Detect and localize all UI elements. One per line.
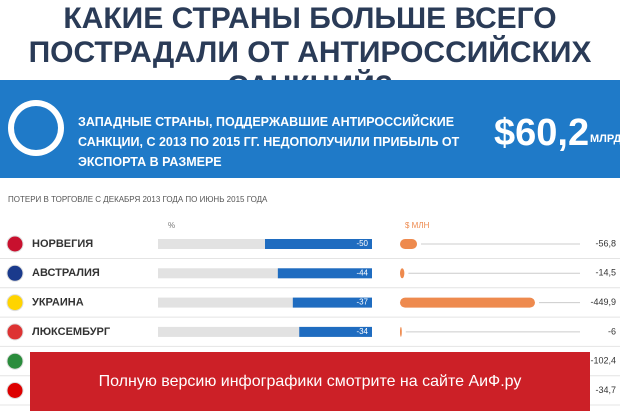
loss-label: -102,4 <box>590 356 616 366</box>
loss-label: -449,9 <box>590 297 616 307</box>
loss-bar <box>400 326 402 337</box>
banner-text: ЗАПАДНЫЕ СТРАНЫ, ПОДДЕРЖАВШИЕ АНТИРОССИЙ… <box>78 115 460 169</box>
track <box>158 297 372 308</box>
loss-bar <box>400 268 405 279</box>
loss-bar <box>400 239 418 249</box>
percent-label: -50 <box>356 239 368 248</box>
flag <box>6 264 24 282</box>
flag <box>6 382 24 399</box>
percent-label: -44 <box>356 268 368 277</box>
title: КАКИЕ СТРАНЫ БОЛЬШЕ ВСЕГО ПОСТРАДАЛИ ОТ … <box>28 2 592 103</box>
banner-amount: $60,2 <box>494 112 590 154</box>
loss-label: -14,5 <box>595 268 616 278</box>
percent-bar <box>299 326 372 337</box>
loss-label: -34,7 <box>595 385 616 395</box>
percent-bar <box>265 239 372 249</box>
flag <box>6 294 24 312</box>
loss-bar <box>400 297 535 308</box>
category-label: НОРВЕГИЯ <box>32 238 93 250</box>
flag <box>6 323 24 341</box>
track <box>158 268 372 279</box>
subtitle: ПОТЕРИ В ТОРГОВЛЕ С ДЕКАБРЯ 2013 ГОДА ПО… <box>8 195 268 204</box>
category-label: ЛЮКСЕМБУРГ <box>32 326 111 338</box>
globe-icon-inner <box>14 106 58 150</box>
category-label: УКРАИНА <box>32 297 84 309</box>
footer-banner[interactable]: Полную версию инфографики смотрите на са… <box>30 352 590 411</box>
track <box>158 326 372 337</box>
category-label: АВСТРАЛИЯ <box>32 267 100 279</box>
flag <box>6 235 24 253</box>
column-header: % <box>168 221 175 230</box>
loss-label: -6 <box>608 326 616 336</box>
percent-bar <box>277 268 372 279</box>
percent-label: -34 <box>356 327 368 336</box>
banner-unit: МЛРД <box>590 133 620 145</box>
percent-bar <box>292 297 372 308</box>
percent-label: -37 <box>356 298 368 307</box>
loss-label: -56,8 <box>595 238 616 248</box>
banner <box>0 80 620 178</box>
flag <box>6 352 24 370</box>
column-header: $ МЛН <box>405 221 430 230</box>
